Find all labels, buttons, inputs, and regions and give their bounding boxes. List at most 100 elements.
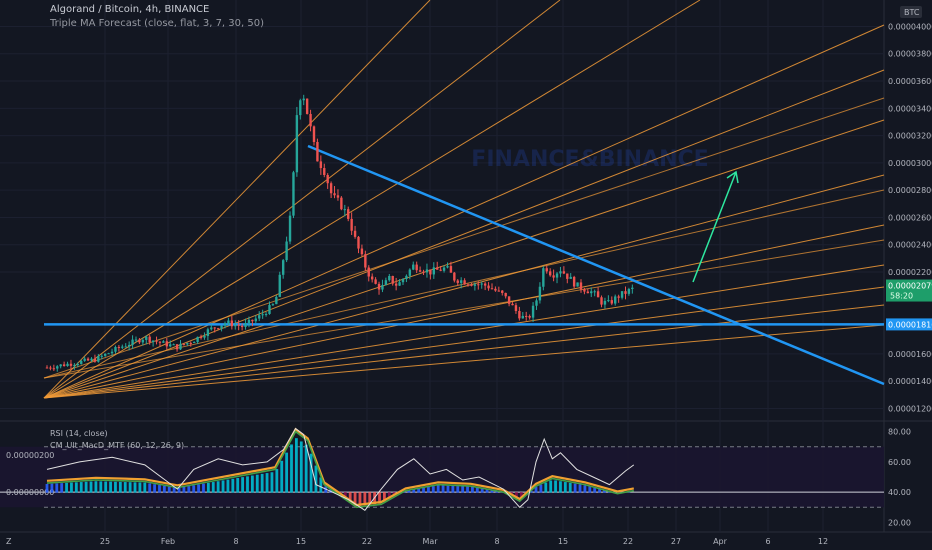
candle-body xyxy=(240,325,244,327)
candle-body xyxy=(271,304,275,306)
candle-body xyxy=(367,267,370,277)
candle-body xyxy=(268,304,271,314)
macd-hist-bar xyxy=(260,473,264,493)
candle-body xyxy=(528,316,531,318)
candle-body xyxy=(134,339,138,341)
x-tick-label: 25 xyxy=(100,537,110,546)
indicator-label[interactable]: Triple MA Forecast (close, flat, 3, 7, 3… xyxy=(50,18,264,29)
currency-label: BTC xyxy=(904,8,920,17)
macd-hist-bar xyxy=(441,485,445,493)
macd-hist-bar xyxy=(70,482,73,493)
macd-hist-bar xyxy=(290,444,293,493)
rsi-tick-label: 40.00 xyxy=(888,488,911,497)
candle-body xyxy=(377,283,381,290)
candle-body xyxy=(627,289,631,294)
macd-hist-bar xyxy=(241,477,244,493)
candle-body xyxy=(590,291,593,294)
macd-hist-bar xyxy=(167,486,171,493)
fan-line xyxy=(43,69,885,399)
candle-body xyxy=(302,98,305,101)
candle-body xyxy=(412,264,415,270)
rsi-tick-label: 20.00 xyxy=(888,518,911,527)
candle-body xyxy=(333,193,336,196)
macd-hist-bar xyxy=(568,482,572,493)
macd-hist-bar xyxy=(304,444,308,493)
candle-body xyxy=(186,342,189,345)
candle-body xyxy=(155,340,158,342)
candle-body xyxy=(572,276,576,287)
currency-badge: BTC xyxy=(900,6,922,18)
candle-body xyxy=(151,340,155,343)
y-tick-label: 0.00002200 xyxy=(888,268,932,277)
candle-body xyxy=(559,271,562,274)
candle-body xyxy=(459,280,463,283)
candle-body xyxy=(117,346,121,348)
candle-body xyxy=(607,300,610,302)
candle-body xyxy=(131,339,134,345)
symbol-title[interactable]: Algorand / Bitcoin, 4h, BINANCE xyxy=(50,4,210,15)
macd-hist-bar xyxy=(114,481,117,493)
candle-body xyxy=(631,287,634,290)
candle-body xyxy=(401,278,405,283)
candle-body xyxy=(418,270,422,272)
macd-hist-bar xyxy=(148,483,152,493)
candle-body xyxy=(456,280,459,283)
support-price-value: 0.00001816 xyxy=(888,320,932,329)
candle-body xyxy=(309,113,312,127)
candle-body xyxy=(52,368,56,370)
candle-body xyxy=(216,328,220,330)
candle-body xyxy=(364,254,367,268)
x-tick-label: Feb xyxy=(161,537,175,546)
candle-body xyxy=(127,344,131,347)
candle-body xyxy=(357,236,360,249)
rsi-tick-label: 60.00 xyxy=(888,458,911,467)
macd-hist-bar xyxy=(383,492,386,502)
y-tick-label: 0.00002600 xyxy=(888,213,932,222)
x-tick-label: 22 xyxy=(362,537,372,546)
candle-body xyxy=(295,115,299,173)
x-tick-label: 22 xyxy=(623,537,633,546)
candle-body xyxy=(124,346,127,348)
candle-body xyxy=(586,291,590,294)
macd-hist-bar xyxy=(202,483,205,493)
candle-body xyxy=(518,310,521,319)
candle-body xyxy=(425,269,429,273)
candle-body xyxy=(511,303,514,306)
candle-body xyxy=(593,291,596,293)
candle-body xyxy=(624,291,627,294)
candle-body xyxy=(223,323,227,326)
macd-hist-bar xyxy=(65,482,68,493)
fan-line-secondary xyxy=(43,239,885,379)
candle-body xyxy=(326,174,329,184)
macd-hist-bar xyxy=(456,486,460,493)
macd-left-value: 0.00000000 xyxy=(6,488,54,497)
candle-body xyxy=(285,241,288,261)
macd-hist-bar xyxy=(559,481,562,493)
candle-body xyxy=(110,351,114,354)
macd-hist-bar xyxy=(490,490,494,493)
candle-body xyxy=(350,218,353,231)
macd-hist-bar xyxy=(446,485,450,493)
macd-hist-bar xyxy=(177,487,181,493)
x-tick-label: 12 xyxy=(818,537,828,546)
candle-body xyxy=(545,268,548,272)
x-tick-label: 27 xyxy=(671,537,681,546)
candle-body xyxy=(436,267,439,270)
macd-hist-bar xyxy=(231,478,235,493)
candle-body xyxy=(569,276,572,279)
candle-body xyxy=(192,342,196,344)
macd-hist-bar xyxy=(158,485,161,493)
candle-body xyxy=(408,269,412,276)
candle-body xyxy=(439,269,442,271)
candle-body xyxy=(138,339,141,343)
macd-hist-bar xyxy=(246,476,249,493)
candle-body xyxy=(76,363,80,365)
candle-body xyxy=(100,355,103,357)
fan-line xyxy=(43,174,885,399)
candle-body xyxy=(179,343,182,350)
candle-body xyxy=(247,319,251,324)
macd-hist-bar xyxy=(368,492,372,505)
candle-body xyxy=(600,297,603,305)
